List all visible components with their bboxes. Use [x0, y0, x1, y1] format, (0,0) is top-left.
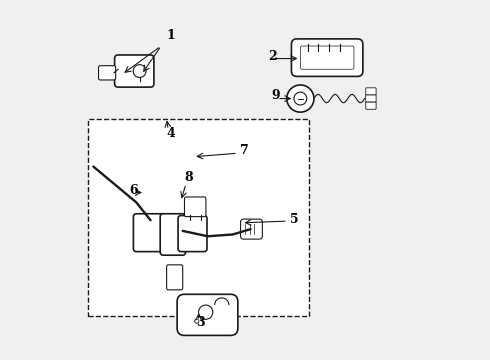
FancyBboxPatch shape — [98, 66, 116, 80]
FancyBboxPatch shape — [241, 219, 262, 239]
Circle shape — [287, 85, 314, 112]
FancyBboxPatch shape — [177, 294, 238, 336]
Text: 1: 1 — [167, 29, 175, 42]
Text: 3: 3 — [196, 316, 204, 329]
Text: 9: 9 — [272, 89, 280, 102]
FancyBboxPatch shape — [160, 214, 186, 255]
FancyBboxPatch shape — [292, 39, 363, 76]
Text: 2: 2 — [268, 50, 277, 63]
Text: 5: 5 — [290, 213, 298, 226]
Text: 6: 6 — [129, 184, 138, 197]
FancyBboxPatch shape — [115, 55, 154, 87]
FancyBboxPatch shape — [133, 214, 166, 252]
FancyBboxPatch shape — [178, 216, 207, 252]
FancyBboxPatch shape — [185, 197, 206, 217]
FancyBboxPatch shape — [366, 88, 376, 95]
FancyBboxPatch shape — [300, 46, 354, 69]
Text: 7: 7 — [241, 144, 249, 157]
FancyBboxPatch shape — [366, 95, 376, 102]
FancyBboxPatch shape — [366, 102, 376, 109]
Text: 8: 8 — [184, 171, 193, 184]
FancyBboxPatch shape — [167, 265, 183, 290]
Text: 4: 4 — [167, 127, 175, 140]
FancyBboxPatch shape — [88, 119, 309, 316]
